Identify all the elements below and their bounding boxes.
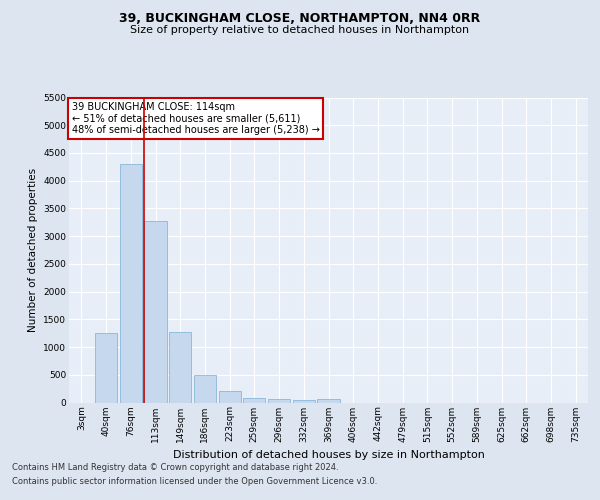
Bar xyxy=(194,376,216,402)
Bar xyxy=(119,164,142,402)
Bar xyxy=(169,332,191,402)
Bar xyxy=(145,220,167,402)
Text: 39, BUCKINGHAM CLOSE, NORTHAMPTON, NN4 0RR: 39, BUCKINGHAM CLOSE, NORTHAMPTON, NN4 0… xyxy=(119,12,481,26)
Bar xyxy=(218,391,241,402)
Bar xyxy=(293,400,315,402)
Bar xyxy=(243,398,265,402)
Y-axis label: Number of detached properties: Number of detached properties xyxy=(28,168,38,332)
Text: 39 BUCKINGHAM CLOSE: 114sqm
← 51% of detached houses are smaller (5,611)
48% of : 39 BUCKINGHAM CLOSE: 114sqm ← 51% of det… xyxy=(71,102,319,136)
Bar xyxy=(95,333,117,402)
Text: Contains HM Land Registry data © Crown copyright and database right 2024.: Contains HM Land Registry data © Crown c… xyxy=(12,462,338,471)
Bar xyxy=(317,398,340,402)
Text: Size of property relative to detached houses in Northampton: Size of property relative to detached ho… xyxy=(130,25,470,35)
X-axis label: Distribution of detached houses by size in Northampton: Distribution of detached houses by size … xyxy=(173,450,484,460)
Bar xyxy=(268,400,290,402)
Text: Contains public sector information licensed under the Open Government Licence v3: Contains public sector information licen… xyxy=(12,478,377,486)
